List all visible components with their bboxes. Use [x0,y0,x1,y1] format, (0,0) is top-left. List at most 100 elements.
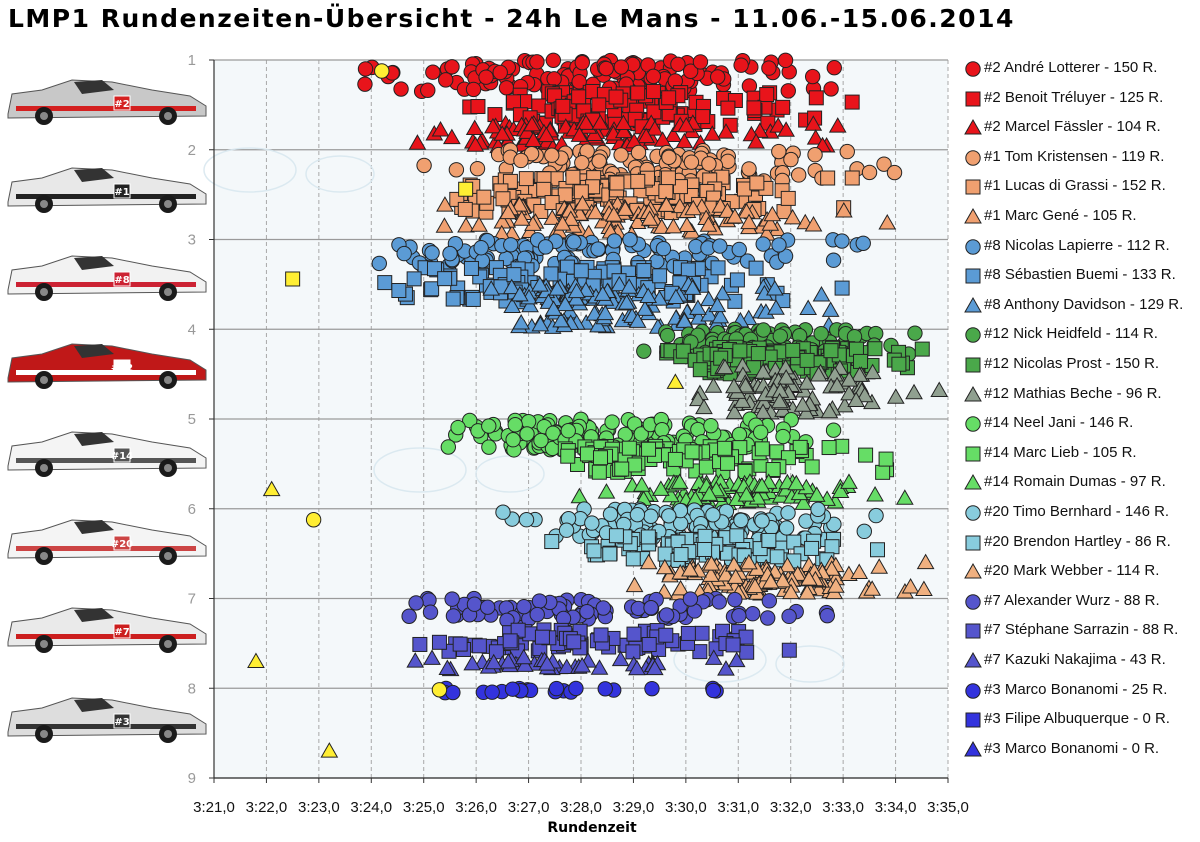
data-point [754,441,770,457]
series-16 [544,528,886,570]
data-point [571,89,587,105]
data-point [431,634,447,650]
legend-label: #1 Lucas di Grassi - 152 R. [984,177,1166,195]
data-point [867,341,883,357]
legend-marker-icon [965,505,981,521]
legend-marker-icon [965,327,981,344]
data-point [684,199,703,216]
data-point [632,476,651,492]
data-point [680,262,696,278]
data-point [907,325,923,341]
data-point [450,419,466,436]
data-point [565,169,581,185]
data-point [760,610,776,626]
data-point [855,235,871,251]
data-point [759,87,775,103]
car-number: #12 [111,363,133,374]
data-point [617,294,636,310]
legend-marker [965,594,981,610]
data-point [412,636,428,652]
legend-label: #3 Marco Bonanomi - 0 R. [984,739,1160,757]
data-point [573,263,589,279]
data-point [822,560,841,576]
legend-marker [964,652,982,668]
data-point [639,287,658,303]
data-point [810,501,826,518]
data-point [863,363,882,380]
race-car-icon: #7 [7,607,207,653]
data-point [710,260,726,276]
data-point [534,629,550,645]
data-point [834,280,850,296]
data-point [761,532,777,548]
data-point [844,170,860,186]
x-tick-label: 3:34,0 [875,799,917,816]
data-point [654,421,670,438]
legend-marker [965,623,981,639]
data-point [695,398,713,415]
data-point [672,179,688,195]
data-point [633,426,649,442]
y-tick-label: 7 [188,591,196,608]
data-point [831,482,850,498]
data-point [592,450,608,466]
data-point [481,418,497,434]
data-point [502,278,521,295]
watermark-mark [305,155,375,193]
data-point [840,371,859,387]
data-point [536,181,552,197]
legend-marker-icon [965,268,981,284]
data-point [675,132,694,149]
data-point [424,245,440,261]
y-tick-label: 1 [188,52,196,69]
data-point [692,362,708,378]
data-point [901,577,920,594]
data-point [516,656,534,672]
data-point [579,446,595,462]
data-point [683,154,700,170]
data-point [445,291,461,307]
data-point [396,245,412,262]
data-point [738,629,754,645]
data-point [573,656,592,673]
data-point [834,233,850,249]
data-point [799,299,818,316]
series-5 [435,195,897,241]
data-point [568,680,584,697]
legend-marker [965,150,981,166]
series-20 [247,648,746,677]
legend-marker-icon [964,652,982,668]
data-point [506,94,522,110]
legend-marker-icon [965,594,981,610]
data-point [819,607,836,624]
data-point [664,217,683,234]
data-point [442,245,458,262]
data-point [465,81,482,98]
data-point [725,556,743,572]
data-point [556,295,575,312]
x-tick-label: 3:29,0 [613,799,655,816]
data-point [657,546,673,562]
data-point [652,480,670,496]
legend-marker-icon [965,682,981,699]
data-point [484,117,502,134]
legend-label: #14 Marc Lieb - 105 R. [984,443,1137,461]
data-point [659,327,676,344]
data-point [716,565,735,582]
data-point [448,162,465,178]
x-tick-label: 3:27,0 [508,799,550,816]
data-point [406,652,425,668]
x-axis-label: Rundenzeit [547,820,637,836]
race-car-icon: #8 [7,255,207,301]
data-point [823,343,839,359]
data-point [499,203,517,220]
y-tick-label: 3 [188,232,196,249]
data-point [790,167,807,183]
legend-label: #2 Marcel Fässler - 104 R. [984,118,1161,136]
data-point [470,99,486,115]
data-point [866,486,884,502]
legend-marker [965,179,981,195]
data-point [761,215,780,231]
watermark-mark [373,447,467,493]
data-point [629,506,646,523]
